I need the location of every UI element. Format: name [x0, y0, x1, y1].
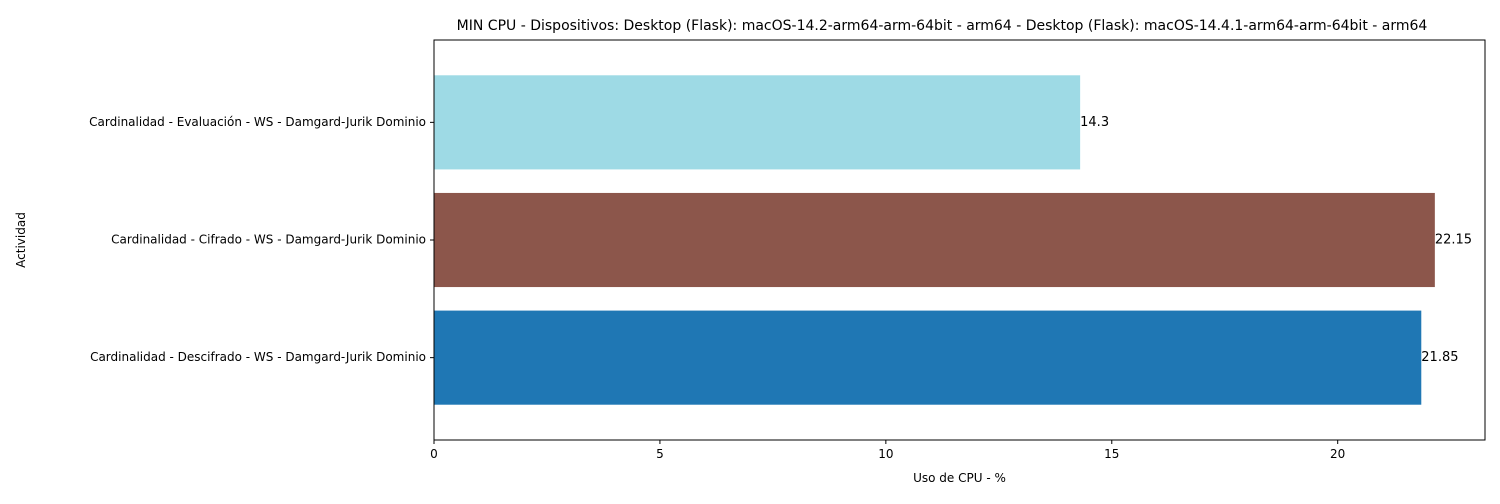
x-axis-label: Uso de CPU - %	[913, 471, 1006, 485]
y-tick-label: Cardinalidad - Descifrado - WS - Damgard…	[90, 350, 426, 364]
x-tick-label: 5	[656, 447, 664, 461]
bar	[434, 75, 1081, 170]
bar-value-label: 21.85	[1421, 350, 1458, 365]
chart-title: MIN CPU - Dispositivos: Desktop (Flask):…	[457, 18, 1428, 34]
y-tick-label: Cardinalidad - Evaluación - WS - Damgard…	[89, 115, 426, 129]
bar	[434, 192, 1435, 288]
bar-value-label: 22.15	[1435, 233, 1472, 248]
y-axis-label: Actividad	[14, 212, 28, 268]
bar	[434, 310, 1422, 405]
plot-frame	[433, 39, 1486, 441]
x-tick-label: 0	[430, 447, 438, 461]
x-tick-label: 10	[878, 447, 893, 461]
bar-value-label: 14.3	[1080, 115, 1109, 130]
x-tick-label: 15	[1104, 447, 1119, 461]
x-tick-label: 20	[1330, 447, 1345, 461]
y-tick-label: Cardinalidad - Cifrado - WS - Damgard-Ju…	[111, 233, 426, 247]
